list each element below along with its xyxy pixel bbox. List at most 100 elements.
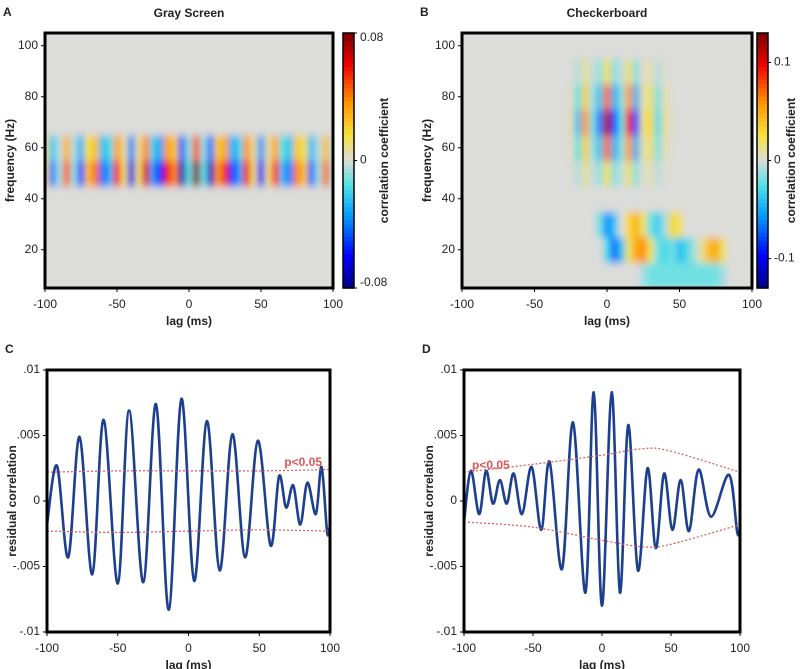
heatmap-cell bbox=[293, 211, 302, 238]
heatmap-cell bbox=[603, 186, 612, 212]
heatmap-cell bbox=[329, 237, 333, 263]
heatmap-cell bbox=[472, 135, 481, 161]
heatmap-cell bbox=[185, 109, 194, 136]
heatmap-cell bbox=[509, 237, 517, 263]
heatmap-cell bbox=[639, 33, 648, 59]
heatmap-cell bbox=[113, 109, 122, 136]
heatmap-cell bbox=[704, 109, 713, 136]
heatmap-cell bbox=[135, 160, 143, 187]
colorbar-segment bbox=[757, 143, 768, 149]
colorbar-segment bbox=[343, 118, 354, 123]
heatmap-cell bbox=[77, 135, 86, 161]
heatmap-cell bbox=[617, 160, 626, 187]
heatmap-cell bbox=[733, 135, 742, 161]
heatmap-cell bbox=[243, 211, 251, 238]
heatmap-cell bbox=[639, 58, 648, 85]
heatmap-cell bbox=[574, 135, 583, 161]
heatmap-cell bbox=[322, 211, 330, 238]
heatmap-cell bbox=[279, 58, 287, 85]
colorbar-segment bbox=[757, 37, 768, 43]
heatmap-cell bbox=[221, 84, 230, 110]
heatmap-cell bbox=[271, 237, 280, 263]
heatmap-cell bbox=[300, 58, 309, 85]
colorbar-segment bbox=[343, 271, 354, 276]
heatmap-cell bbox=[617, 58, 626, 85]
heatmap-cell bbox=[156, 211, 165, 238]
heatmap-cell bbox=[48, 33, 57, 59]
colorbar-segment bbox=[343, 139, 354, 145]
heatmap-cell bbox=[279, 186, 287, 212]
heatmap-cell bbox=[178, 58, 186, 85]
heatmap-cell bbox=[661, 237, 670, 263]
heatmap-cell bbox=[538, 58, 546, 85]
colorbar-segment bbox=[343, 198, 354, 204]
x-axis-label: lag (ms) bbox=[165, 658, 211, 669]
heatmap-cell bbox=[257, 211, 266, 238]
heatmap-cell bbox=[264, 33, 273, 59]
heatmap-cell bbox=[472, 33, 481, 59]
heatmap-cell bbox=[171, 84, 179, 110]
heatmap-cell bbox=[142, 58, 150, 85]
heatmap-cell bbox=[596, 58, 604, 85]
heatmap-cell bbox=[603, 33, 612, 59]
heatmap-cells bbox=[45, 33, 333, 288]
heatmap-cell bbox=[286, 160, 294, 187]
colorbar-segment bbox=[757, 152, 768, 157]
heatmap-cell bbox=[293, 160, 302, 187]
heatmap-cell bbox=[639, 237, 648, 263]
heatmap-cell bbox=[683, 84, 691, 110]
y-tick-label: .01 bbox=[23, 362, 40, 376]
heatmap-cell bbox=[668, 237, 677, 263]
heatmap-cell bbox=[77, 33, 86, 59]
heatmap-cell bbox=[307, 84, 316, 110]
heatmap-cell bbox=[530, 58, 539, 85]
heatmap-cell bbox=[271, 58, 280, 85]
heatmap-cell bbox=[509, 186, 517, 212]
heatmap-cell bbox=[501, 84, 510, 110]
heatmap-cell bbox=[329, 262, 333, 288]
heatmap-cell bbox=[603, 211, 612, 238]
heatmap-cell bbox=[646, 211, 655, 238]
heatmap-cell bbox=[465, 135, 474, 161]
heatmap-cell bbox=[462, 109, 467, 136]
heatmap-cell bbox=[315, 262, 323, 288]
colorbar-segment bbox=[343, 50, 354, 55]
heatmap-cell bbox=[149, 109, 158, 136]
heatmap-cell bbox=[235, 109, 244, 136]
heatmap-cell bbox=[567, 237, 575, 263]
heatmap-cell bbox=[741, 211, 749, 238]
heatmap-cell bbox=[726, 84, 735, 110]
heatmap-cell bbox=[617, 262, 626, 288]
heatmap-cell bbox=[646, 109, 655, 136]
heatmap-cell bbox=[545, 84, 554, 110]
heatmap-cell bbox=[63, 135, 71, 161]
heatmap-cell bbox=[581, 135, 590, 161]
heatmap-cell bbox=[293, 58, 302, 85]
heatmap-cell bbox=[279, 33, 287, 59]
heatmap-cell bbox=[625, 33, 633, 59]
colorbar-tick-label: -0.1 bbox=[774, 251, 795, 265]
heatmap-cell bbox=[480, 186, 488, 212]
colorbar-segment bbox=[757, 71, 768, 77]
annotation: p<0.05 bbox=[472, 458, 510, 472]
colorbar-segment bbox=[757, 275, 768, 281]
colorbar-segment bbox=[757, 88, 768, 94]
heatmap-cell bbox=[545, 186, 554, 212]
heatmap-cell bbox=[286, 135, 294, 161]
y-tick-label: 80 bbox=[442, 89, 456, 103]
heatmap-cell bbox=[509, 84, 517, 110]
y-tick-label: 100 bbox=[435, 38, 455, 52]
colorbar-segment bbox=[757, 139, 768, 145]
heatmap-cell bbox=[654, 211, 662, 238]
heatmap-cell bbox=[726, 109, 735, 136]
heatmap-cell bbox=[163, 186, 172, 212]
heatmap-cell bbox=[250, 135, 258, 161]
heatmap-cell bbox=[300, 237, 309, 263]
heatmap-cell bbox=[207, 33, 215, 59]
colorbar-segment bbox=[343, 160, 354, 166]
heatmap-cell bbox=[596, 84, 604, 110]
heatmap-cell bbox=[567, 58, 575, 85]
heatmap-cell bbox=[178, 84, 186, 110]
heatmap-cell bbox=[632, 109, 641, 136]
heatmap-cell bbox=[588, 186, 597, 212]
